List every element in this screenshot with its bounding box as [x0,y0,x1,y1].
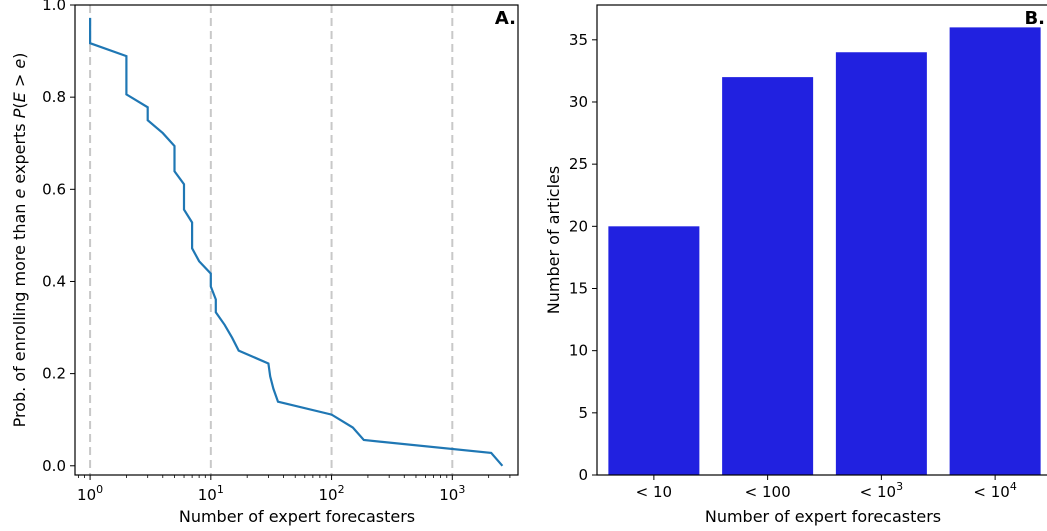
b-bar-3 [949,27,1041,476]
b-xtick-label-0: < 10 [636,483,672,501]
b-bar-0 [608,226,700,475]
a-ytick-label-1: 0.2 [42,365,66,383]
b-xtick-label-2: < 103 [860,480,903,501]
b-x-ticks: < 10 < 100 < 103 < 104 [636,475,1017,501]
b-ytick-label-1: 5 [578,404,588,422]
b-ytick-label-0: 0 [578,466,588,484]
b-ytick-label-4: 20 [569,217,588,235]
a-ytick-label-0: 0.0 [42,457,66,475]
a-x-axis-label: Number of expert forecasters [179,507,415,526]
panel-a-chart: 100 101 102 103 0.0 0.2 0.4 0.6 0.8 1.0 A. Numbe… [10,0,519,526]
a-y-ticks: 0.0 0.2 0.4 0.6 0.8 1.0 [42,0,75,475]
b-ytick-label-7: 35 [569,31,588,49]
b-bars [608,27,1041,476]
a-x-ticks: 100 101 102 103 [77,475,511,504]
b-bar-1 [722,77,814,476]
a-ytick-label-3: 0.6 [42,180,66,198]
a-ytick-label-2: 0.4 [42,272,66,290]
b-axes-frame [596,4,1047,476]
a-y-axis-label: Prob. of enrolling more than e experts P… [10,53,29,428]
a-ytick-label-4: 0.8 [42,88,66,106]
panel-b-chart: < 10 < 100 < 103 < 104 0 5 10 15 20 25 30 35 B. Nu… [544,4,1047,526]
a-xtick-label-0: 100 [77,483,103,504]
a-axes-frame [74,4,519,476]
a-ccdf-line [88,17,504,467]
b-panel-label: B. [1024,8,1045,29]
b-ytick-label-2: 10 [569,342,588,360]
b-xtick-label-3: < 104 [973,480,1016,501]
a-xtick-label-3: 103 [439,483,465,504]
b-bar-2 [835,52,927,475]
a-reference-lines [89,5,454,475]
a-xtick-label-1: 101 [198,483,224,504]
b-ytick-label-6: 30 [569,93,588,111]
b-ytick-label-5: 25 [569,155,588,173]
b-x-axis-label: Number of expert forecasters [705,507,941,526]
b-xtick-label-1: < 100 [745,483,791,501]
a-xtick-label-2: 102 [319,483,345,504]
b-ytick-label-3: 15 [569,279,588,297]
b-y-ticks: 0 5 10 15 20 25 30 35 [569,31,597,484]
a-panel-label: A. [495,8,516,29]
b-y-axis-label: Number of articles [544,166,563,314]
a-ytick-label-5: 1.0 [42,0,66,14]
